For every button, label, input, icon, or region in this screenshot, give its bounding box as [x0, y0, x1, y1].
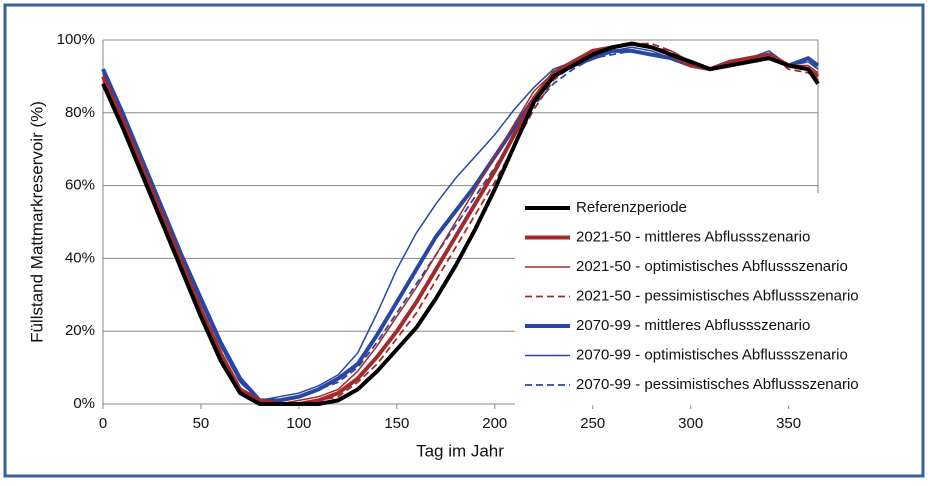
x-tick-label: 300: [678, 415, 703, 432]
legend-label: 2021-50 - optimistisches Abflussszenario: [576, 258, 848, 275]
x-tick-label: 350: [776, 415, 801, 432]
legend-label: 2021-50 - pessimistisches Abflussszenari…: [576, 287, 859, 304]
legend-label: Referenzperiode: [576, 199, 687, 216]
x-tick-label: 250: [580, 415, 605, 432]
x-tick-label: 200: [482, 415, 507, 432]
y-tick-label: 60%: [65, 177, 95, 194]
y-tick-label: 40%: [65, 249, 95, 266]
legend-label: 2070-99 - pessimistisches Abflussszenari…: [576, 376, 859, 393]
x-tick-label: 0: [99, 415, 107, 432]
legend-label: 2070-99 - optimistisches Abflussszenario: [576, 346, 848, 363]
y-axis-label: Füllstand Mattmarkreservoir (%): [27, 101, 46, 343]
y-tick-label: 0%: [73, 395, 95, 412]
legend-label: 2021-50 - mittleres Abflussszenario: [576, 228, 810, 245]
x-tick-label: 100: [286, 415, 311, 432]
y-tick-label: 20%: [65, 322, 95, 339]
series-line: [101, 41, 820, 406]
x-axis-label: Tag im Jahr: [416, 441, 504, 460]
x-tick-label: 150: [384, 415, 409, 432]
y-tick-label: 80%: [65, 104, 95, 121]
y-tick-label: 100%: [57, 31, 95, 48]
legend-label: 2070-99 - mittleres Abflussszenario: [576, 317, 810, 334]
x-tick-label: 50: [193, 415, 210, 432]
legend-box: [515, 193, 915, 406]
